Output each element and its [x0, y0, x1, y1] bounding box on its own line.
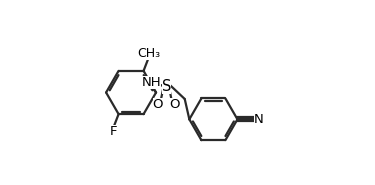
Text: F: F — [109, 125, 117, 138]
Text: S: S — [162, 78, 171, 94]
Text: CH₃: CH₃ — [137, 47, 160, 60]
Text: N: N — [254, 113, 264, 126]
Text: NH: NH — [142, 76, 161, 89]
Text: O: O — [169, 98, 180, 111]
Text: O: O — [153, 98, 163, 111]
